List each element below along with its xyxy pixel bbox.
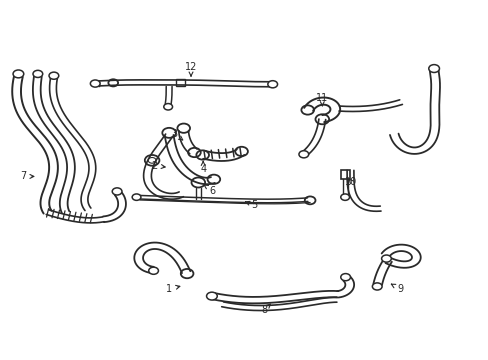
Text: 8: 8 [261,304,270,315]
Circle shape [148,157,156,163]
Text: 11: 11 [316,93,328,106]
FancyBboxPatch shape [176,79,185,86]
Text: 7: 7 [20,171,34,181]
Text: 5: 5 [245,200,257,210]
Circle shape [372,283,381,290]
Text: 9: 9 [390,284,402,294]
Circle shape [132,194,141,201]
Circle shape [428,64,439,72]
Text: 10: 10 [345,177,357,187]
FancyBboxPatch shape [340,170,349,179]
Circle shape [298,151,308,158]
Circle shape [340,274,350,281]
Text: 12: 12 [184,63,197,76]
Circle shape [381,255,390,262]
Circle shape [163,104,172,110]
Circle shape [49,72,59,79]
Text: 3: 3 [171,129,183,140]
Circle shape [148,267,158,274]
Circle shape [340,194,349,201]
Text: 4: 4 [200,161,206,174]
Circle shape [267,81,277,88]
Text: 2: 2 [151,161,165,171]
Circle shape [206,292,217,300]
Circle shape [13,70,24,78]
Circle shape [33,70,42,77]
Circle shape [112,188,122,195]
Text: 1: 1 [166,284,180,294]
Text: 6: 6 [203,185,216,196]
Circle shape [90,80,100,87]
